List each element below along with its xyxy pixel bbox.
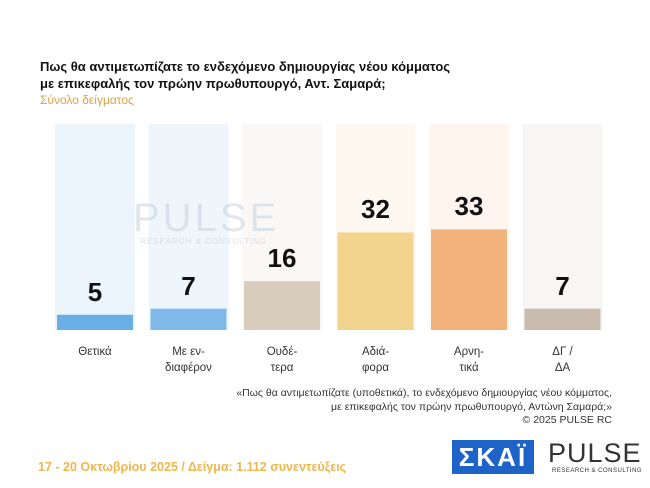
bar	[57, 314, 133, 330]
logo-pulse-sub: RESEARCH & CONSULTING	[552, 468, 643, 474]
bar	[150, 308, 227, 330]
bar	[337, 232, 414, 330]
value-label: 7	[555, 270, 570, 301]
bar	[431, 229, 507, 330]
x-tick-label: Με εν- διαφέρον	[165, 346, 212, 374]
value-label: 7	[181, 270, 196, 301]
x-tick-label: Ουδέ- τερα	[266, 346, 298, 374]
watermark: PULSE	[133, 196, 280, 240]
x-tick-label: ΔΓ / ΔΑ	[552, 346, 573, 374]
copyright: © 2025 PULSE RC	[522, 414, 612, 426]
bar	[244, 281, 320, 330]
chart-title: Πως θα αντιμετωπίζατε το ενδεχόμενο δημι…	[40, 59, 451, 91]
question-note: «Πως θα αντιμετωπίζατε (υποθετικά), το ε…	[236, 387, 612, 413]
logo-skai: ΣΚΑΪ	[452, 440, 534, 474]
value-label: 5	[87, 276, 103, 307]
bar	[524, 308, 601, 330]
x-tick-label: Αρνη- τικά	[453, 346, 485, 374]
x-tick-label: Θετικά	[78, 346, 112, 358]
footer: 17 - 20 Οκτωβρίου 2025 / Δείγμα: 1.112 σ…	[38, 460, 347, 474]
value-label: 33	[454, 191, 484, 222]
bar-background	[55, 124, 135, 330]
bar-background	[522, 124, 603, 330]
x-tick-label: Αδιά- φορα	[361, 346, 390, 374]
watermark-sub: RESEARCH & CONSULTING	[140, 237, 268, 246]
value-label: 16	[267, 243, 297, 274]
chart-subtitle: Σύνολο δείγματος	[40, 93, 134, 107]
logo-pulse: PULSE	[548, 438, 642, 468]
value-label: 32	[361, 194, 390, 225]
bar-background	[148, 124, 229, 330]
